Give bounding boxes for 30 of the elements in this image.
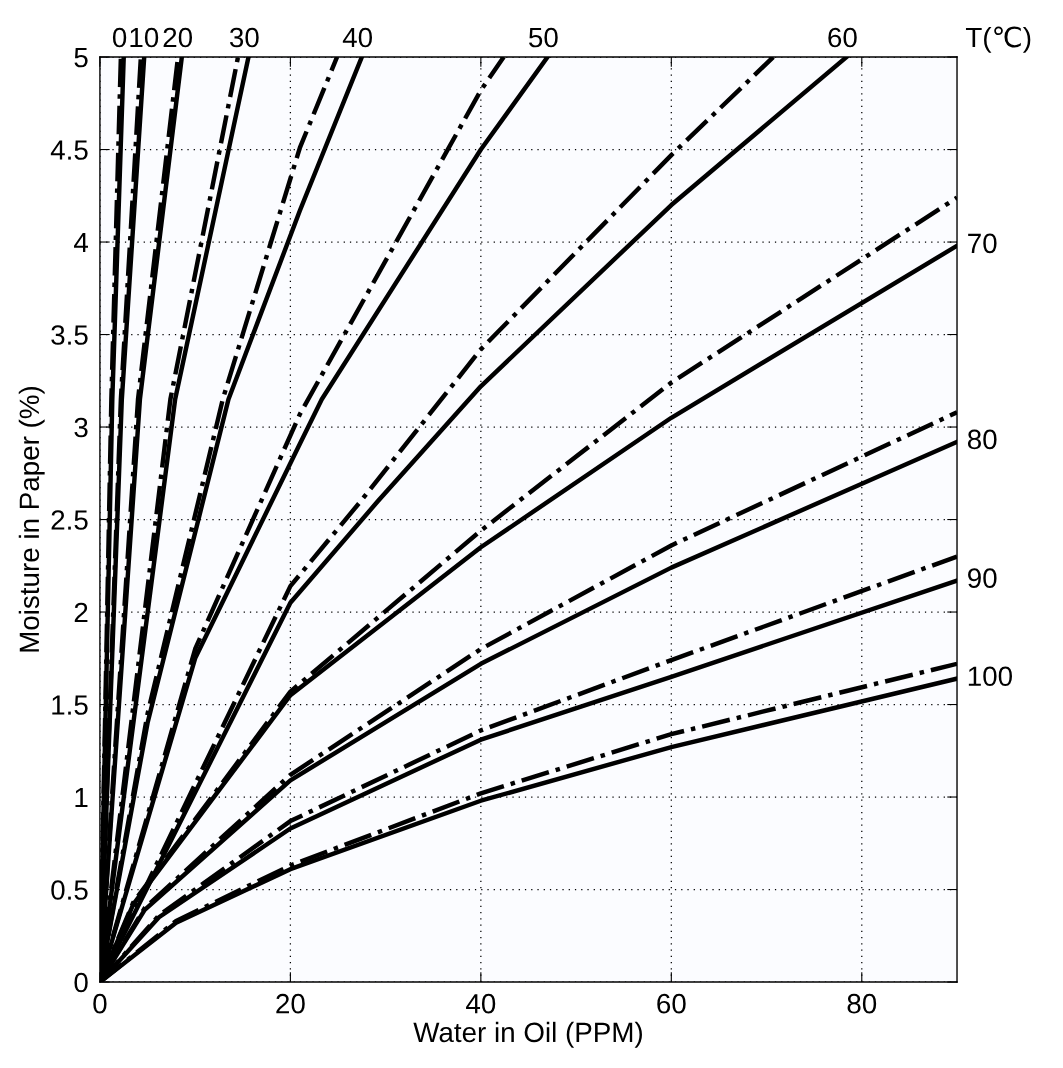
legend-label: 70	[968, 233, 997, 254]
series-label: 20	[163, 27, 193, 48]
y-tick-label: 0.5	[51, 880, 88, 900]
x-tick-label: 60	[657, 993, 686, 1014]
series-label: 50	[529, 27, 558, 48]
y-tick-label: 2.5	[51, 510, 88, 530]
series-label: 40	[342, 27, 373, 48]
y-tick-label: 1.5	[52, 695, 88, 715]
y-tick-label: 5	[74, 47, 88, 68]
x-tick-label: 40	[466, 993, 496, 1014]
y-tick-label: 0	[74, 972, 88, 993]
y-tick-label: 3	[74, 417, 88, 438]
x-axis-title: Water in Oil (PPM)	[413, 1021, 642, 1048]
y-tick-label: 3.5	[51, 325, 88, 345]
series-label: 100	[968, 666, 1012, 687]
series-label: 0	[112, 27, 127, 48]
series-label: 10	[130, 27, 159, 48]
series-label: 90	[968, 568, 997, 589]
x-tick-label: 0	[93, 993, 107, 1014]
text: T(℃)	[965, 26, 1031, 53]
x-tick-label: 80	[847, 993, 877, 1014]
series-label: 30	[229, 27, 259, 48]
y-axis-title: Moisture in Paper (%)	[18, 386, 45, 652]
y-tick-label: 1	[75, 787, 88, 808]
y-tick-label: 4.5	[50, 140, 88, 160]
series-label: 60	[828, 27, 857, 48]
y-tick-label: 2	[74, 602, 88, 623]
y-tick-label: 4	[74, 232, 88, 253]
x-tick-label: 20	[276, 993, 305, 1014]
legend-label: 80	[967, 429, 997, 450]
